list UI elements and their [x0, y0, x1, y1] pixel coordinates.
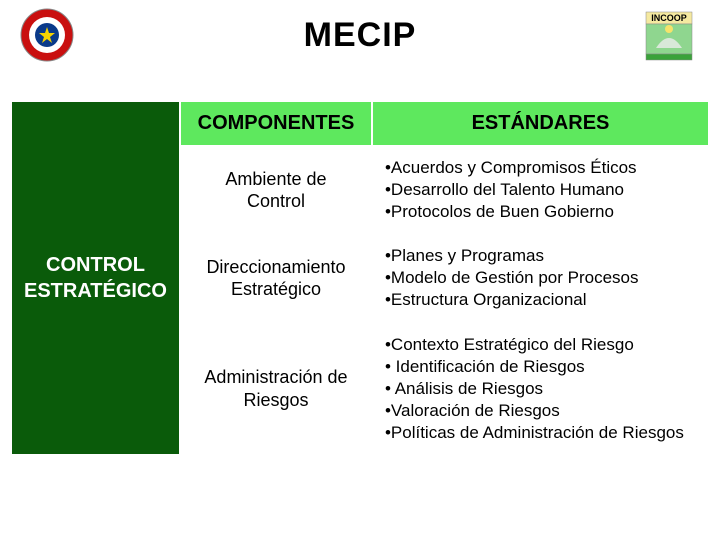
bullet-item: • Identificación de Riesgos	[385, 356, 696, 378]
bullet-item: •Estructura Organizacional	[385, 289, 696, 311]
standards-cell: •Contexto Estratégico del Riesgo • Ident…	[373, 324, 708, 454]
component-cell: Ambiente de Control	[181, 147, 371, 233]
bullet-item: •Desarrollo del Talento Humano	[385, 179, 696, 201]
header-componentes: COMPONENTES	[181, 102, 371, 145]
bullet-item: •Contexto Estratégico del Riesgo	[385, 334, 696, 356]
standards-cell: •Planes y Programas •Modelo de Gestión p…	[373, 235, 708, 321]
bullet-item: •Políticas de Administración de Riesgos	[385, 422, 696, 444]
incoop-text: INCOOP	[651, 13, 687, 23]
bullet-item: •Valoración de Riesgos	[385, 400, 696, 422]
paraguay-seal-icon	[20, 8, 74, 62]
side-label-line2: ESTRATÉGICO	[24, 280, 167, 302]
bullet-item: •Modelo de Gestión por Procesos	[385, 267, 696, 289]
header: MECIP INCOOP	[0, 0, 720, 70]
incoop-logo-icon: INCOOP	[638, 8, 700, 62]
bullet-item: • Análisis de Riesgos	[385, 378, 696, 400]
side-category-cell: CONTROL ESTRATÉGICO	[12, 102, 179, 454]
bullet-item: •Protocolos de Buen Gobierno	[385, 201, 696, 223]
header-estandares: ESTÁNDARES	[373, 102, 708, 145]
bullet-item: •Planes y Programas	[385, 245, 696, 267]
component-cell: Direccionamiento Estratégico	[181, 235, 371, 321]
side-label-line1: CONTROL	[46, 254, 145, 276]
content-table: CONTROL ESTRATÉGICO COMPONENTES ESTÁNDAR…	[10, 100, 710, 456]
page-title: MECIP	[304, 16, 417, 55]
bullet-item: •Acuerdos y Compromisos Éticos	[385, 157, 696, 179]
standards-cell: •Acuerdos y Compromisos Éticos •Desarrol…	[373, 147, 708, 233]
component-cell: Administración de Riesgos	[181, 324, 371, 454]
